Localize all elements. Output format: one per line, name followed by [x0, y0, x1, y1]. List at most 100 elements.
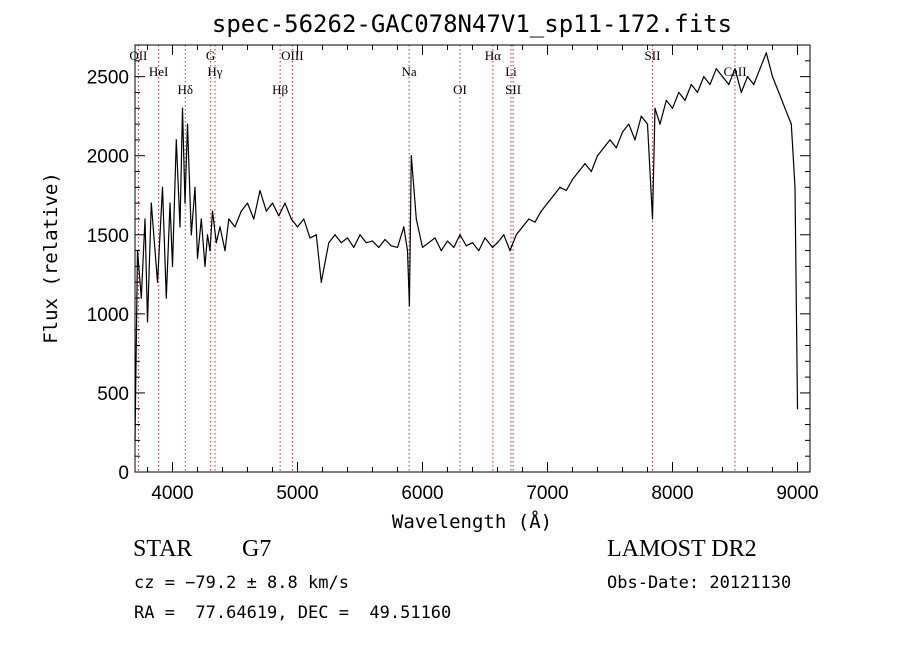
spectrum-point [309, 237, 311, 239]
spectrum-point [156, 281, 159, 283]
object-class: STAR [133, 536, 193, 562]
spectrum-point [303, 218, 305, 220]
spectrum-point [246, 202, 249, 204]
spectrum-point [703, 76, 705, 78]
spectrum-point [621, 131, 624, 133]
spectrum-point [144, 218, 146, 220]
spectrum-point [553, 194, 555, 196]
spectrum-point [259, 189, 261, 192]
spectrum-point [146, 321, 149, 323]
spectrum-point [654, 107, 656, 109]
spectrum-point [453, 246, 455, 249]
spectrum-point [640, 115, 642, 117]
spectrum-point [690, 83, 692, 86]
spectral-line-label: SII [645, 48, 661, 63]
spectrum-point [171, 265, 174, 268]
spectrum-series-line [134, 52, 799, 441]
spectrum-point [320, 281, 322, 283]
spectrum-point [746, 76, 749, 78]
spectral-line-label: HeI [149, 64, 169, 79]
spectrum-point [253, 218, 255, 220]
spectrum-point [794, 186, 796, 188]
chart-title: spec-56262-GAC078N47V1_sp11-172.fits [212, 10, 732, 38]
spectrum-point [410, 155, 412, 157]
x-tick-label: 4000 [151, 483, 193, 504]
spectrum-point [328, 242, 330, 244]
spectrum-point [491, 246, 494, 249]
spectrum-point [150, 202, 152, 204]
spectrum-point [728, 83, 730, 86]
spectrum-point [421, 246, 424, 249]
spectrum-point [590, 170, 592, 173]
spectrum-point [584, 163, 586, 165]
spectral-line-label: Li [505, 64, 517, 79]
spectrum-point [403, 226, 405, 228]
x-tick-label: 5000 [276, 483, 318, 504]
spectrum-point [140, 297, 142, 299]
spectrum-point [161, 186, 164, 188]
spectrum-point [534, 221, 536, 223]
spectrum-point [609, 139, 611, 141]
spectrum-point [186, 123, 189, 125]
object-subclass: G7 [242, 536, 272, 562]
spectrum-point [175, 139, 177, 141]
spectral-line-label: SII [505, 82, 521, 97]
spectrum-point [234, 226, 236, 228]
spectrum-point [406, 249, 409, 252]
x-tick-label: 7000 [526, 483, 568, 504]
spectrum-point [408, 305, 410, 307]
spectrum-point [615, 147, 617, 149]
spectrum-point [771, 76, 774, 78]
spectrum-point [428, 242, 430, 244]
spectrum-point [340, 242, 342, 244]
spectrum-point [540, 210, 542, 212]
spectrum-point [179, 226, 181, 228]
spectrum-point [359, 234, 361, 236]
spectrum-point [465, 245, 467, 247]
survey-name: LAMOST DR2 [607, 536, 757, 562]
spectrum-point [219, 226, 221, 228]
spectrum-point [169, 202, 171, 204]
spectrum-point [709, 83, 711, 86]
spectrum-point [778, 91, 780, 94]
spectrum-point [559, 186, 561, 188]
spectrum-point [365, 242, 367, 244]
spectrum-point [671, 107, 674, 109]
spectrum-point [571, 178, 574, 181]
spectrum-point [378, 246, 380, 249]
spectrum-point [696, 91, 699, 94]
spectrum-point [578, 170, 580, 173]
y-tick-label: 2000 [87, 147, 129, 168]
spectral-line-label: G [206, 48, 215, 63]
spectrum-point [478, 249, 480, 252]
x-axis-label: Wavelength (Å) [392, 510, 552, 533]
spectrum-point [796, 408, 799, 410]
spectrum-point [678, 91, 680, 94]
spectrum-point [484, 237, 486, 239]
spectral-line-label: CaII [723, 64, 746, 79]
spectrum-point [371, 240, 374, 242]
spectrum-point [265, 210, 267, 212]
spectrum-point [224, 249, 226, 252]
spectrum-point [271, 202, 274, 204]
spectrum-point [784, 107, 786, 109]
spectrum-point [434, 237, 436, 239]
redshift-text: cz = −79.2 ± 8.8 km/s [134, 573, 349, 593]
spectrum-point [503, 234, 505, 236]
spectrum-point [715, 68, 717, 70]
spectrum-point [181, 107, 184, 109]
spectral-line-label: OI [453, 82, 467, 97]
spectrum-point [353, 246, 355, 249]
spectrum-point [446, 240, 449, 242]
spectrum-point [396, 246, 399, 249]
spectrum-point [346, 237, 349, 239]
y-tick-label: 500 [97, 384, 129, 405]
spectrum-point [206, 234, 209, 236]
spectrum-point [753, 83, 755, 86]
spectral-line-label: Hγ [207, 64, 222, 79]
spectrum-series [134, 52, 799, 441]
spectrum-point [665, 99, 667, 101]
y-tick-label: 2500 [87, 68, 129, 89]
plot-frame [134, 44, 811, 473]
spectral-line-label: OII [129, 48, 147, 63]
